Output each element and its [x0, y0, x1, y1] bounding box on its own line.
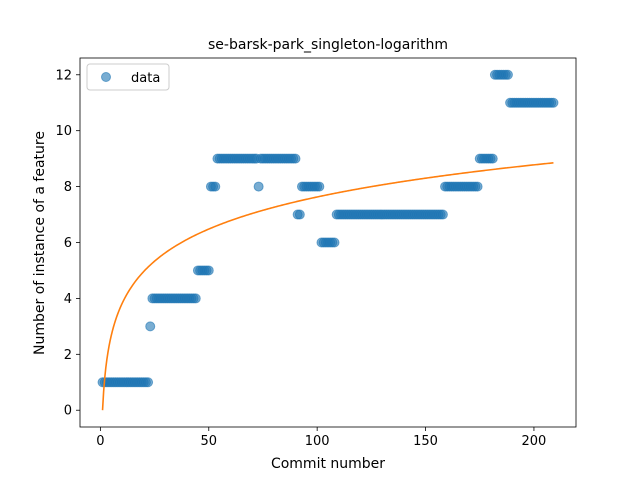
chart-title: se-barsk-park_singleton-logarithm	[208, 37, 448, 53]
legend-label: data	[131, 71, 160, 86]
data-point	[145, 321, 156, 332]
x-axis-label: Commit number	[271, 456, 385, 472]
data-point	[143, 377, 154, 388]
y-tick-label: 4	[64, 292, 72, 307]
data-point	[290, 153, 301, 164]
x-tick-label: 0	[96, 434, 104, 449]
legend-box	[86, 63, 170, 91]
x-tick-label: 50	[200, 434, 217, 449]
data-point	[502, 69, 513, 80]
data-point	[329, 237, 340, 248]
fit-line	[101, 162, 554, 411]
legend-marker	[101, 72, 111, 82]
data-point	[472, 181, 483, 192]
y-axis: 0 2 4 6 8 10 12	[55, 68, 80, 419]
data-point	[190, 293, 201, 304]
data-point	[210, 181, 221, 192]
plot-area	[97, 69, 559, 411]
data-point	[253, 181, 264, 192]
y-tick-label: 8	[64, 180, 72, 195]
x-tick-label: 100	[305, 434, 330, 449]
x-tick-label: 150	[413, 434, 438, 449]
legend: data	[86, 63, 170, 91]
data-point	[548, 97, 559, 108]
data-point	[294, 209, 305, 220]
y-tick-label: 12	[55, 68, 72, 83]
y-tick-label: 0	[64, 404, 72, 419]
y-tick-label: 2	[64, 348, 72, 363]
data-point	[203, 265, 214, 276]
x-axis: 0 50 100 150 200	[96, 427, 546, 449]
data-point	[437, 209, 448, 220]
data-point	[314, 181, 325, 192]
x-tick-label: 200	[522, 434, 547, 449]
y-tick-label: 6	[64, 236, 72, 251]
y-axis-label: Number of instance of a feature	[32, 131, 48, 355]
y-tick-label: 10	[55, 124, 72, 139]
data-point	[487, 153, 498, 164]
